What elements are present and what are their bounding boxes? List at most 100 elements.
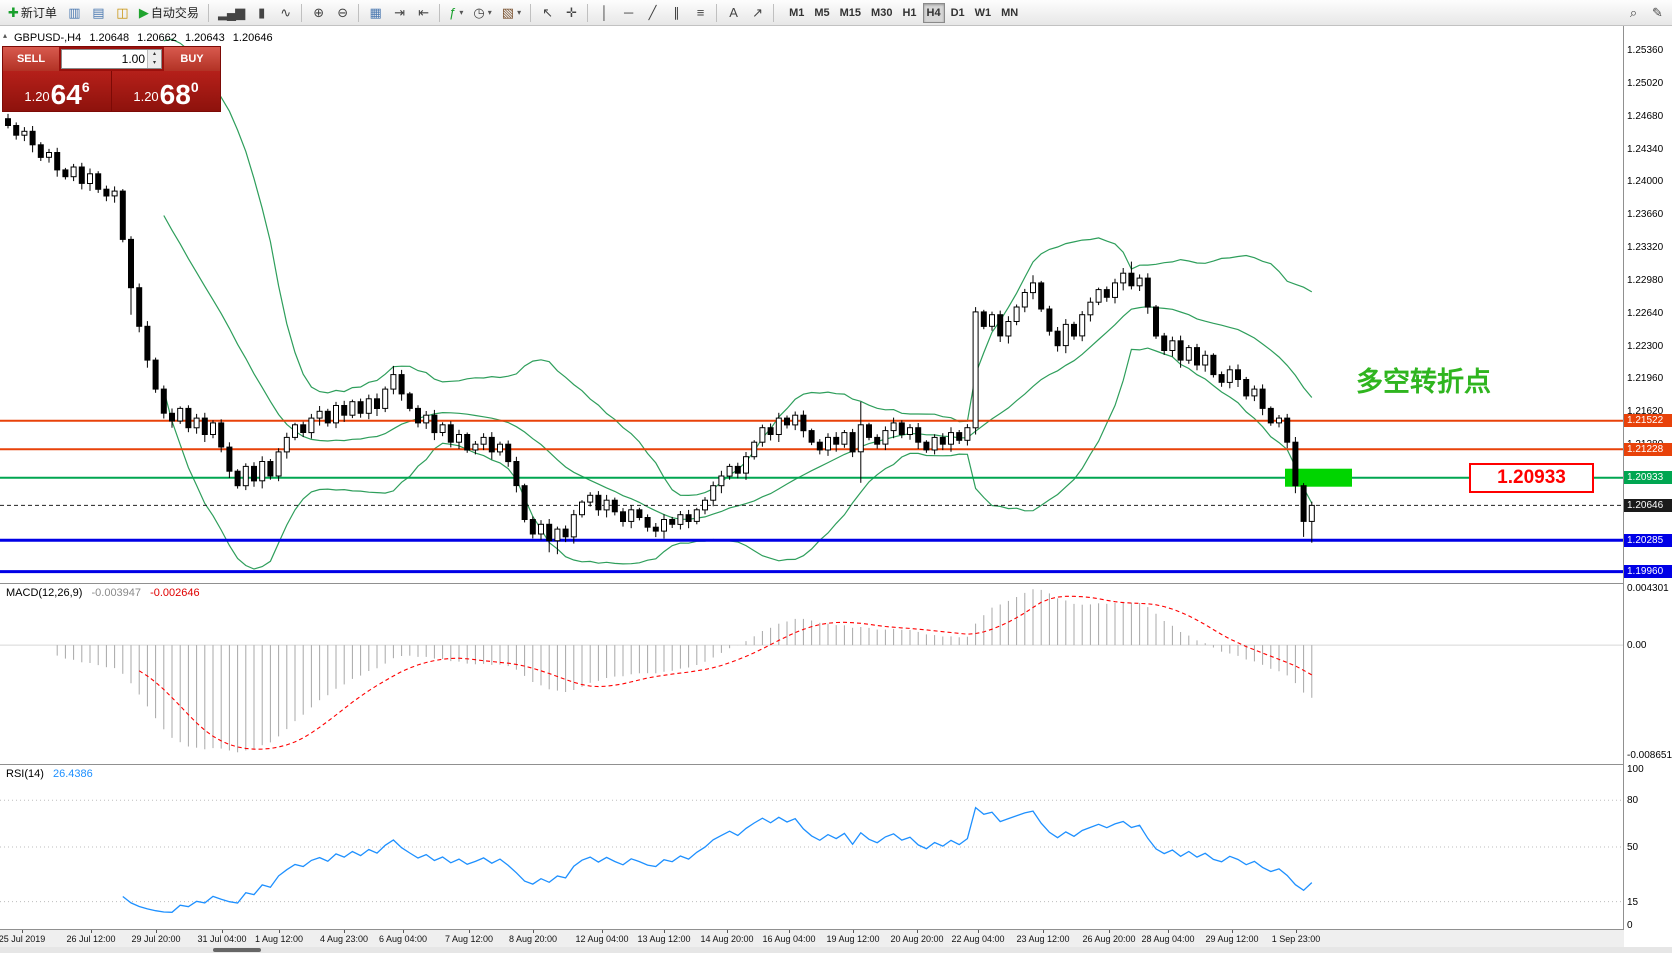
rsi-panel[interactable]: RSI(14) 26.4386: [0, 765, 1624, 929]
macd-panel[interactable]: MACD(12,26,9) -0.003947 -0.002646: [0, 584, 1624, 764]
timeframe-h1[interactable]: H1: [898, 3, 920, 23]
cursor-button[interactable]: ↖: [536, 2, 558, 24]
timeframe-m15[interactable]: M15: [836, 3, 865, 23]
buy-button[interactable]: BUY: [164, 47, 220, 71]
panel-divider[interactable]: [0, 764, 1672, 765]
autotrading-button[interactable]: ▶ 自动交易: [135, 2, 203, 24]
market-watch-button[interactable]: ▥: [63, 2, 85, 24]
macd-plot-area[interactable]: [0, 584, 1624, 764]
bottom-strip: [0, 947, 1672, 953]
zoom-in-button[interactable]: ⊕: [307, 2, 329, 24]
channel-button[interactable]: ∥: [665, 2, 687, 24]
turning-point-annotation[interactable]: 多空转折点: [1356, 367, 1491, 397]
time-label: 26 Jul 12:00: [66, 934, 116, 944]
time-tick: [789, 930, 790, 933]
vertical-line-button[interactable]: │: [593, 2, 615, 24]
buy-price[interactable]: 1.20 68 0: [112, 71, 220, 111]
time-tick: [533, 930, 534, 933]
timeframe-m1[interactable]: M1: [785, 3, 808, 23]
indicators-button[interactable]: ƒ ▾: [445, 2, 467, 24]
horizontal-line-button[interactable]: ─: [617, 2, 639, 24]
zoom-out-icon: ⊖: [337, 5, 348, 20]
timeframe-d1[interactable]: D1: [947, 3, 969, 23]
market-watch-icon: ▥: [68, 5, 80, 20]
sell-price-sup: 6: [81, 79, 90, 95]
time-label: 25 Jul 2019: [0, 934, 46, 944]
sell-price-big: 64: [50, 79, 82, 110]
time-tick: [664, 930, 665, 933]
rsi-label: RSI(14) 26.4386: [6, 768, 99, 780]
search-button[interactable]: ⌕: [1622, 2, 1644, 24]
price-scale-label: 1.22640: [1627, 308, 1664, 319]
arrow-tools-button[interactable]: ↗: [746, 2, 768, 24]
current-price-label: 1.20646: [1624, 499, 1672, 512]
time-tick: [469, 930, 470, 933]
rsi-plot-area[interactable]: [0, 765, 1624, 929]
candlestick-button[interactable]: ▮: [250, 2, 272, 24]
tile-windows-icon: ▦: [369, 5, 382, 20]
bar-chart-button[interactable]: ▂▄▆: [214, 2, 248, 24]
panel-divider[interactable]: [0, 583, 1672, 584]
new-order-icon: ✚: [8, 5, 19, 20]
main-chart-panel[interactable]: ▴ GBPUSD-,H4 1.20648 1.20662 1.20643 1.2…: [0, 26, 1624, 583]
time-tick: [1168, 930, 1169, 933]
volume-value[interactable]: 1.00: [121, 52, 145, 66]
fibonacci-icon: ≡: [696, 5, 705, 20]
price-scale-label: 1.23660: [1627, 209, 1664, 220]
trendline-button[interactable]: ╱: [641, 2, 663, 24]
fibonacci-button[interactable]: ≡: [689, 2, 711, 24]
timeframe-mn[interactable]: MN: [997, 3, 1022, 23]
crosshair-button[interactable]: ✛: [560, 2, 582, 24]
timeframe-w1[interactable]: W1: [971, 3, 996, 23]
volume-field[interactable]: 1.00 ▴ ▾: [61, 49, 162, 69]
navigator-icon: ◫: [116, 5, 128, 20]
toolbar: ✚ 新订单 ▥ ▤ ◫ ▶ 自动交易 ▂▄▆ ▮ ∿ ⊕ ⊖ ▦ ⇥ ⇤ ƒ ▾ ◷ ▾ ▧ ▾ ↖ ✛ │ ─ ╱ ∥ ≡ A ↗ M1…: [0, 0, 1672, 26]
edit-button[interactable]: ✎: [1646, 2, 1668, 24]
auto-scroll-button[interactable]: ⇥: [388, 2, 410, 24]
timeframe-h4[interactable]: H4: [922, 2, 945, 23]
dropdown-caret-icon: ▾: [459, 8, 464, 17]
time-label: 20 Aug 20:00: [890, 934, 944, 944]
horizontal-line-icon: ─: [623, 5, 633, 20]
time-tick: [917, 930, 918, 933]
tile-windows-button[interactable]: ▦: [364, 2, 386, 24]
navigator-button[interactable]: ◫: [111, 2, 133, 24]
timeframe-m5[interactable]: M5: [810, 3, 833, 23]
panel-divider: [0, 929, 1672, 930]
zoom-out-button[interactable]: ⊖: [331, 2, 353, 24]
volume-spinner[interactable]: ▴ ▾: [147, 50, 161, 68]
arrow-tools-icon: ↗: [752, 5, 763, 20]
new-order-button[interactable]: ✚ 新订单: [4, 2, 61, 24]
sell-price[interactable]: 1.20 64 6: [3, 71, 111, 111]
periods-button[interactable]: ◷ ▾: [469, 2, 495, 24]
volume-down-icon[interactable]: ▾: [148, 59, 161, 68]
time-tick: [1109, 930, 1110, 933]
price-scale-label: 1.25360: [1627, 45, 1664, 56]
toolbar-divider: [773, 3, 775, 22]
data-window-button[interactable]: ▤: [87, 2, 109, 24]
scrollbar-thumb[interactable]: [213, 948, 261, 952]
templates-button[interactable]: ▧ ▾: [498, 2, 525, 24]
sell-button[interactable]: SELL: [3, 47, 59, 71]
time-tick: [91, 930, 92, 933]
time-tick: [222, 930, 223, 933]
line-chart-button[interactable]: ∿: [274, 2, 296, 24]
chart-plot-area[interactable]: [0, 26, 1624, 583]
one-click-collapse-icon[interactable]: ▴: [3, 31, 8, 40]
timeframe-m30[interactable]: M30: [867, 3, 896, 23]
price-callout-box[interactable]: 1.20933: [1469, 463, 1594, 493]
macd-scale-label: 0.00: [1627, 640, 1647, 651]
dropdown-caret-icon: ▾: [517, 8, 522, 17]
time-axis[interactable]: 25 Jul 2019 26 Jul 12:00 29 Jul 20:00 31 Ju…: [0, 930, 1624, 947]
text-button[interactable]: A: [722, 2, 744, 24]
dropdown-caret-icon: ▾: [487, 8, 492, 17]
one-click-trade-panel: SELL 1.00 ▴ ▾ BUY 1.20 64 6 1.20: [2, 46, 221, 112]
price-scale[interactable]: 1.25360 1.25020 1.24680 1.24340 1.24000 1.236…: [1624, 26, 1672, 947]
volume-up-icon[interactable]: ▴: [148, 50, 161, 59]
hline-price-label: 1.20933: [1624, 471, 1672, 484]
time-tick: [22, 930, 23, 933]
time-label: 23 Aug 12:00: [1016, 934, 1070, 944]
chart-shift-button[interactable]: ⇤: [412, 2, 434, 24]
time-tick: [1043, 930, 1044, 933]
symbol-label: GBPUSD-,H4: [14, 32, 82, 44]
